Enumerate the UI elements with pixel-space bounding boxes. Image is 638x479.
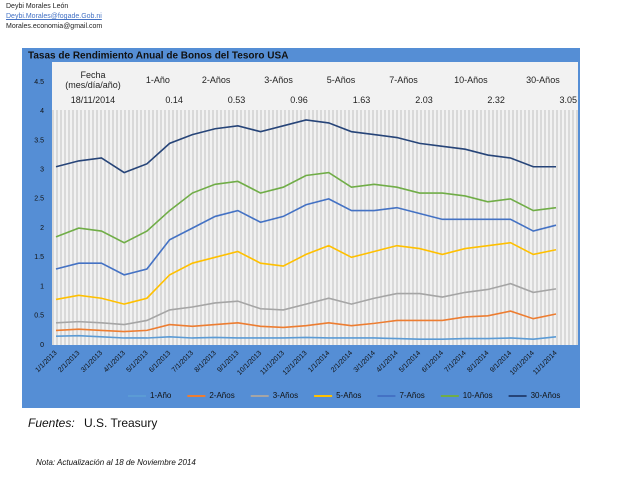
chart-title: Tasas de Rendimiento Anual de Bonos del … bbox=[28, 51, 288, 62]
y-tick-label: 3.5 bbox=[34, 137, 44, 144]
y-tick-label: 0 bbox=[40, 342, 44, 349]
table-header-cell: 7-Años bbox=[389, 75, 418, 85]
table-header-cell: 2-Años bbox=[201, 75, 231, 85]
table-cell: 18/11/2014 bbox=[70, 95, 116, 105]
table-cell: 1.63 bbox=[352, 95, 371, 105]
legend-label: 2-Años bbox=[209, 391, 234, 400]
series-line bbox=[55, 119, 556, 174]
table-header-cell: Fecha (mes/día/año) bbox=[65, 70, 121, 90]
table-header-cell: 10-Años bbox=[454, 75, 488, 85]
table-cell: 2.32 bbox=[487, 95, 505, 105]
legend-label: 7-Años bbox=[399, 391, 424, 400]
series-line bbox=[55, 171, 557, 244]
y-tick-label: 2.5 bbox=[34, 196, 44, 203]
y-tick-label: 3 bbox=[40, 167, 44, 174]
y-tick-label: 2 bbox=[40, 225, 44, 232]
table-header: Fecha (mes/día/año) 1-Año 2-Años 3-Años 5-Añ… bbox=[55, 66, 579, 94]
legend-label: 10-Años bbox=[463, 391, 493, 400]
series-line bbox=[55, 310, 557, 333]
series-line bbox=[55, 241, 557, 305]
note: Nota: Actualización al 18 de Noviembre 2… bbox=[36, 458, 196, 467]
series-line bbox=[55, 334, 557, 340]
table-header-cell: 30-Años bbox=[526, 75, 560, 85]
email-link[interactable]: Deybi.Morales@fogade.Gob.ni bbox=[6, 13, 102, 20]
legend-label: 5-Años bbox=[336, 391, 361, 400]
plot-background-top bbox=[52, 62, 578, 110]
table-cell: 3.05 bbox=[559, 95, 577, 105]
table-header-cell: 5-Años bbox=[326, 75, 356, 85]
summary-table: Fecha (mes/día/año) 1-Año 2-Años 3-Años 5-Añ… bbox=[55, 66, 579, 106]
table-cell: 0.53 bbox=[227, 95, 246, 105]
source-label: Fuentes: bbox=[28, 416, 75, 430]
source: U.S. Treasury bbox=[84, 416, 157, 430]
table-cell: 0.96 bbox=[290, 95, 308, 105]
table-cell: 2.03 bbox=[415, 95, 433, 105]
y-tick-label: 4 bbox=[40, 108, 44, 115]
y-tick-label: 1 bbox=[40, 283, 44, 290]
series-line bbox=[55, 198, 557, 276]
table-header-cell: 1-Año bbox=[145, 75, 170, 85]
author: Deybi Morales León bbox=[6, 3, 69, 10]
y-tick-label: 0.5 bbox=[34, 313, 44, 320]
table-header-cell: 3-Años bbox=[264, 75, 293, 85]
y-tick-label: 1.5 bbox=[34, 254, 44, 261]
email: Morales.economia@gmail.com bbox=[6, 23, 103, 30]
y-tick-label: 4.5 bbox=[34, 79, 44, 86]
plot-background bbox=[52, 110, 578, 345]
table-cell: 0.14 bbox=[165, 95, 183, 105]
series-line bbox=[55, 282, 557, 326]
legend-label: 3-Años bbox=[273, 391, 298, 400]
table-row: 18/11/2014 0.14 0.53 0.96 1.63 2.03 2.32 3.05 bbox=[55, 94, 579, 106]
legend-label: 30-Años bbox=[531, 391, 561, 400]
legend-label: 1-Año bbox=[150, 391, 172, 400]
